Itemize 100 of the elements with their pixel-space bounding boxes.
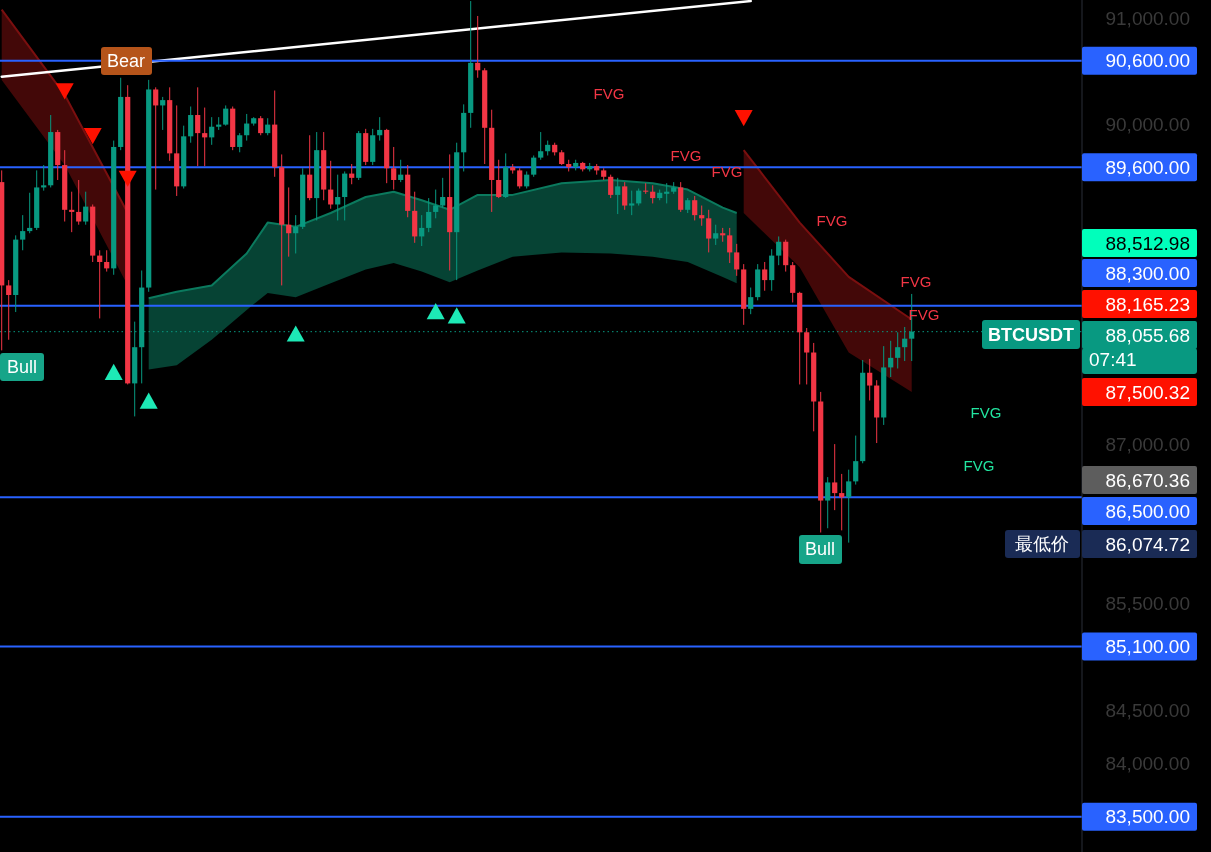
annotation: FVG <box>593 84 625 102</box>
candlestick <box>195 86 201 167</box>
y-tick-label: 84,500.00 <box>1105 699 1190 721</box>
candlestick <box>678 181 684 213</box>
candlestick <box>692 195 698 221</box>
ref-line-label: 83,500.00 <box>1105 806 1190 828</box>
candlestick <box>335 174 341 221</box>
annotation: FVG <box>670 146 702 164</box>
candlestick <box>349 163 355 185</box>
annotation: Bull <box>6 357 38 377</box>
candlestick <box>419 214 425 247</box>
annotation: Bear <box>106 51 146 71</box>
point <box>83 128 102 145</box>
point <box>447 307 466 324</box>
annotation: FVG <box>711 162 743 180</box>
candlestick <box>475 15 481 79</box>
annotation: FVG <box>963 456 995 474</box>
y-tick-label: 90,000.00 <box>1105 114 1190 136</box>
text: 86,670.36 <box>1105 469 1190 491</box>
candlestick <box>69 191 75 233</box>
candlestick <box>202 107 208 167</box>
candlestick <box>776 235 782 266</box>
ref-line-label: 89,600.00 <box>1105 156 1190 178</box>
text: 88,165.23 <box>1105 293 1190 315</box>
candlestick <box>867 358 873 401</box>
candlestick <box>153 86 159 191</box>
candlestick <box>783 239 789 273</box>
candlestick <box>748 287 754 315</box>
candlestick <box>622 181 628 211</box>
ref-line-label: 90,600.00 <box>1105 50 1190 72</box>
annotation: Bull <box>804 539 836 559</box>
candlestick <box>713 224 719 246</box>
candlestick <box>6 279 12 341</box>
annotation: BTCUSDT <box>988 325 1074 345</box>
text: 86,074.72 <box>1105 533 1190 555</box>
candlestick <box>804 327 810 385</box>
candlestick <box>307 134 313 201</box>
candlestick <box>825 476 831 529</box>
annotation: 最低价 <box>1015 534 1069 554</box>
candlestick <box>888 340 894 378</box>
ref-line-label: 88,055.68 <box>1105 324 1190 346</box>
text: 88,512.98 <box>1105 232 1190 254</box>
candlestick <box>83 191 89 226</box>
y-tick-label: 91,000.00 <box>1105 7 1190 29</box>
candlestick <box>293 214 299 254</box>
annotation: FVG <box>900 272 932 290</box>
candlestick <box>97 249 103 319</box>
annotation: FVG <box>970 403 1002 421</box>
candlestick <box>244 113 250 142</box>
candlestick <box>517 167 523 190</box>
candlestick <box>664 182 670 204</box>
candlestick <box>727 227 733 264</box>
candlestick <box>188 106 194 144</box>
point <box>426 303 445 320</box>
candlestick <box>391 146 397 191</box>
candlestick <box>706 209 712 253</box>
candlestick <box>832 443 838 511</box>
candlestick <box>629 190 635 216</box>
candlestick <box>846 469 852 544</box>
candlestick <box>538 131 544 161</box>
y-tick-label: 84,000.00 <box>1105 753 1190 775</box>
candlestick <box>426 197 432 233</box>
candlestick <box>762 261 768 292</box>
ref-line-label: 85,100.00 <box>1105 635 1190 657</box>
candlestick <box>286 186 292 258</box>
candlestick <box>496 159 502 199</box>
candlestick <box>734 243 740 277</box>
candlestick <box>853 435 859 486</box>
candlestick <box>440 177 446 209</box>
line-series <box>147 178 738 300</box>
candlestick <box>615 177 621 215</box>
ref-line-label: 88,300.00 <box>1105 262 1190 284</box>
candlestick <box>650 184 656 204</box>
candlestick <box>608 174 614 199</box>
candlestick <box>258 115 264 136</box>
point <box>139 392 158 409</box>
candlestick <box>433 189 439 219</box>
y-tick-label: 87,000.00 <box>1105 433 1190 455</box>
candlestick <box>328 160 334 210</box>
point <box>104 363 123 380</box>
annotation: FVG <box>908 305 940 323</box>
point <box>55 83 74 100</box>
candlestick <box>895 331 901 369</box>
point <box>734 109 753 127</box>
point <box>118 170 137 187</box>
candlestick <box>839 473 845 531</box>
annotation: FVG <box>816 211 848 229</box>
candlestick <box>41 164 47 192</box>
ref-line-label: 86,500.00 <box>1105 500 1190 522</box>
candlestick <box>104 249 110 273</box>
candlestick <box>76 179 82 226</box>
text: 07:41 <box>1089 348 1137 370</box>
candlestick <box>342 170 348 221</box>
text: 87,500.32 <box>1105 381 1190 403</box>
point <box>286 325 305 342</box>
y-tick-label: 85,500.00 <box>1105 593 1190 615</box>
candlestick <box>209 116 215 146</box>
candlestick <box>20 214 26 251</box>
candlestick <box>237 132 243 153</box>
candlestick <box>531 154 537 178</box>
